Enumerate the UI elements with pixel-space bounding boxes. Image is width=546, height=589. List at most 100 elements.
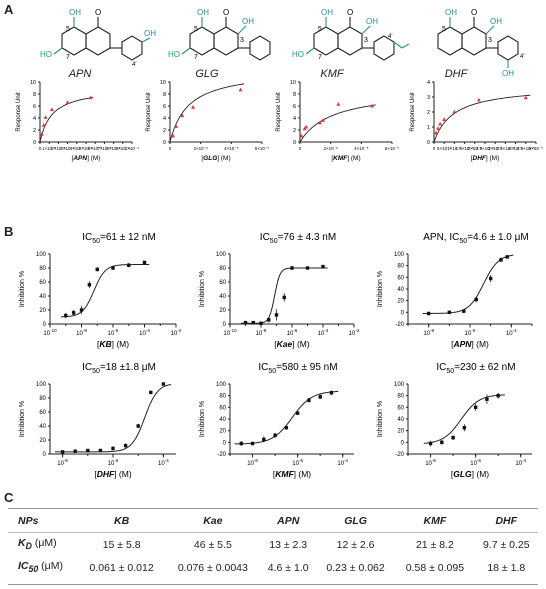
y-tick-label: 0 — [43, 452, 47, 458]
y-tick-label: 0 — [223, 322, 227, 328]
svg-text:4': 4' — [388, 34, 392, 40]
y-tick-label: 8 — [163, 92, 166, 98]
table-header-cell: APN — [277, 514, 300, 527]
y-tick-label: 80 — [397, 264, 404, 270]
data-point — [488, 276, 493, 281]
x-tick-label: 10-6 — [465, 328, 476, 337]
y-tick-label: 1 — [427, 125, 430, 131]
svg-text:O: O — [95, 8, 101, 17]
svg-text:O: O — [347, 8, 353, 17]
data-point — [284, 426, 289, 430]
data-point — [462, 426, 467, 430]
table-cell: 0.58 ± 0.095 — [405, 561, 465, 574]
fit-curve — [39, 96, 94, 143]
data-point — [318, 395, 322, 399]
fit-curve — [234, 391, 339, 445]
svg-text:O: O — [471, 8, 477, 17]
y-tick-label: 80 — [219, 266, 226, 272]
svg-text:OH: OH — [321, 8, 333, 17]
y-tick-label: 40 — [397, 287, 404, 293]
table-header-cell: GLG — [344, 514, 367, 527]
x-tick-label: 4×10⁻⁵ — [224, 146, 239, 151]
svg-text:3: 3 — [240, 37, 244, 44]
table-cell: 0.076 ± 0.0043 — [177, 561, 248, 574]
fit-curve — [55, 384, 172, 453]
data-point — [428, 441, 433, 446]
x-tick-label: 6×10⁻⁵ — [88, 146, 103, 151]
chart-title: IC50=61 ± 12 nM — [82, 232, 156, 245]
y-tick-label: 60 — [39, 410, 46, 416]
compound-name-dhf: DHF — [444, 68, 468, 80]
data-point — [111, 266, 115, 270]
data-point — [505, 255, 509, 259]
x-tick-label: 10-8 — [57, 458, 68, 467]
data-point — [49, 107, 54, 112]
data-point — [442, 117, 447, 121]
data-point — [87, 283, 92, 287]
data-point — [71, 311, 76, 315]
fit-curve — [299, 104, 376, 143]
data-point — [180, 113, 185, 118]
table-header-row: NPs KB Kae APN GLG KMF DHF — [8, 509, 538, 533]
data-point — [98, 448, 103, 453]
data-point — [238, 87, 243, 92]
y-axis-label: Response Unit — [146, 92, 152, 132]
y-tick-label: 0 — [223, 440, 227, 446]
x-tick-label: 4.5×10⁻⁵ — [517, 146, 535, 151]
panel-b-label: B — [4, 224, 14, 239]
y-axis-label: Inhibition % — [19, 271, 26, 307]
row-label-ic50: IC50 (μM) — [18, 560, 63, 575]
y-tick-label: 40 — [397, 417, 404, 423]
ic50-chart-kb: IC50=61 ± 12 nM 0 20 40 60 80 100 10-10 10-8 10-6… — [19, 232, 182, 349]
x-tick-label: 2.5×10⁻⁵ — [476, 146, 494, 151]
data-point — [321, 118, 325, 122]
x-tick-label: 10-4 — [515, 458, 526, 467]
data-point — [136, 424, 140, 428]
x-tick-label: 5×10⁻⁵ — [79, 146, 94, 151]
x-tick-label: 10-6 — [108, 458, 119, 467]
x-tick-label: 0 — [39, 146, 42, 151]
y-tick-label: 20 — [39, 308, 46, 314]
fit-curve — [433, 94, 531, 143]
data-point — [174, 124, 179, 128]
y-tick-label: -20 — [395, 322, 404, 328]
svg-text:O: O — [223, 8, 229, 17]
data-point — [239, 441, 243, 446]
data-point — [73, 449, 77, 453]
chart-title: IC50=18 ±1.8 μM — [82, 362, 156, 375]
y-tick-label: 60 — [397, 275, 404, 281]
y-tick-label: 10 — [160, 80, 166, 86]
binding-table: NPs KB Kae APN GLG KMF DHF KD (μM) 15 ± … — [8, 509, 538, 579]
table-cell: 18 ± 1.8 — [487, 561, 526, 574]
y-tick-label: 4 — [33, 116, 36, 122]
x-tick-label: 3.5×10⁻⁵ — [496, 146, 514, 151]
x-tick-label: 10-4 — [506, 328, 517, 337]
svg-text:3: 3 — [488, 37, 492, 44]
data-point — [370, 103, 375, 108]
data-point — [499, 258, 503, 262]
x-tick-label: 10-6 — [292, 458, 303, 467]
y-tick-label: 40 — [39, 294, 46, 300]
panel-a-label: A — [4, 2, 14, 17]
x-tick-label: 2×10⁻⁵ — [51, 146, 66, 151]
x-tick-label: 10-6 — [287, 328, 298, 337]
y-tick-label: 2 — [427, 110, 430, 116]
x-tick-label: 10-4 — [337, 458, 348, 467]
y-tick-label: 6 — [163, 104, 166, 110]
data-point — [434, 130, 439, 135]
ic50-chart-dhf: IC50=18 ±1.8 μM 0 20 40 60 80 100 10-8 10-6 10-4 I… — [19, 362, 176, 479]
fit-curve — [240, 267, 328, 324]
svg-text:7: 7 — [194, 54, 198, 61]
chart-title: APN, IC50=4.6 ± 1.0 μM — [423, 232, 528, 245]
data-point — [171, 133, 176, 138]
x-axis-label: [GLG] (M) — [201, 155, 230, 162]
svg-text:OH: OH — [445, 8, 457, 17]
table-bottom-rule — [8, 584, 538, 585]
data-point — [65, 100, 70, 104]
x-tick-label: 10-8 — [76, 328, 87, 337]
y-tick-label: 20 — [397, 429, 404, 435]
x-tick-label: 10-4 — [139, 328, 150, 337]
x-tick-label: 10-8 — [423, 328, 434, 337]
x-tick-label: 10-10 — [43, 328, 57, 337]
data-point — [496, 393, 500, 398]
